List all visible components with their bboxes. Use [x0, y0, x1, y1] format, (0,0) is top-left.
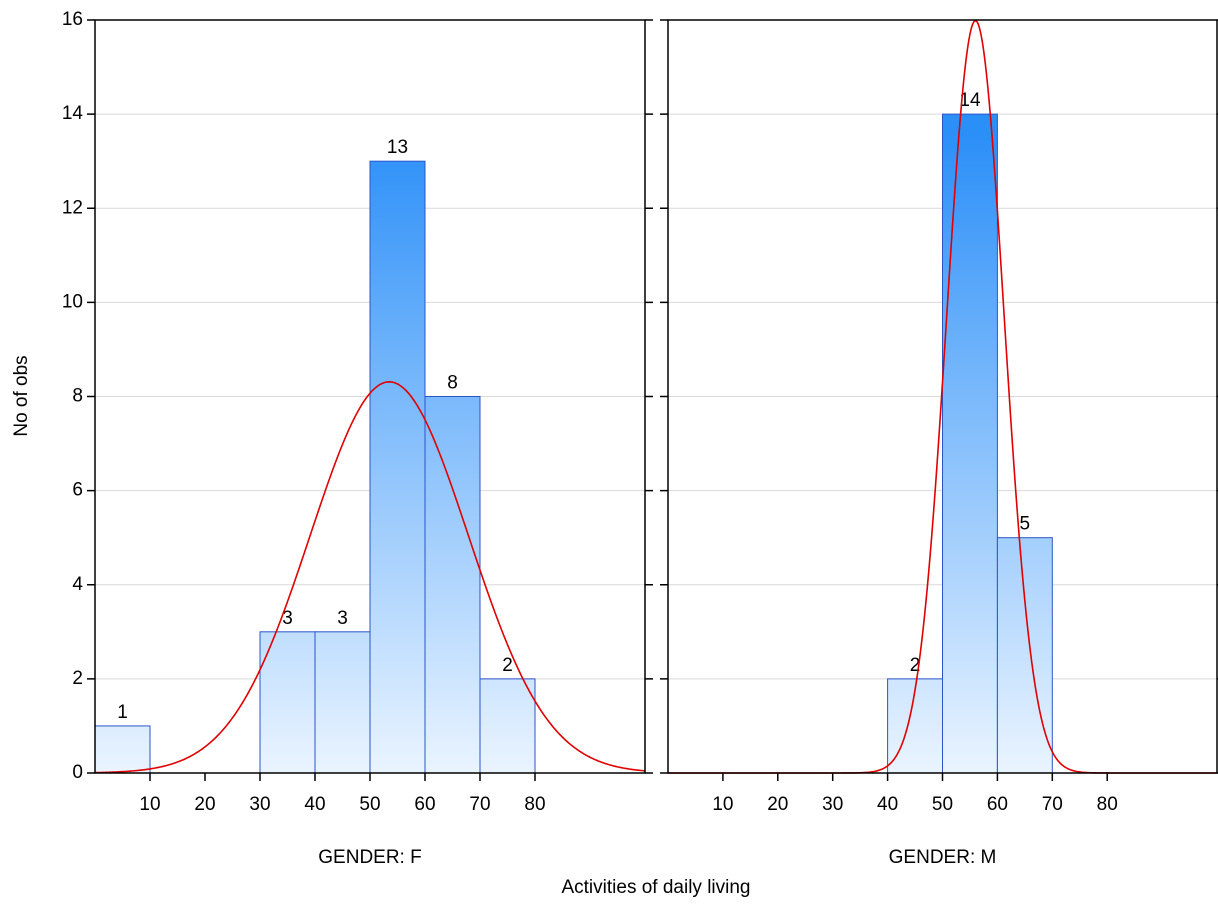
data-label: 2	[910, 655, 921, 676]
data-label: 3	[337, 608, 348, 629]
y-tick-label: 0	[72, 762, 83, 783]
bar	[479, 678, 536, 774]
x-tick-label: 10	[712, 794, 733, 815]
bar	[94, 725, 151, 774]
x-tick-label: 60	[414, 794, 435, 815]
bar	[424, 396, 481, 774]
x-tick-label: 20	[767, 794, 788, 815]
x-tick-label: 30	[249, 794, 270, 815]
panel-title: GENDER: M	[889, 847, 997, 868]
x-tick-label: 20	[194, 794, 215, 815]
x-tick-label: 40	[877, 794, 898, 815]
x-tick-label: 70	[1042, 794, 1063, 815]
x-tick-label: 60	[987, 794, 1008, 815]
panel-title: GENDER: F	[318, 847, 421, 868]
x-tick-label: 30	[822, 794, 843, 815]
y-tick-label: 4	[72, 574, 83, 595]
data-label: 14	[959, 90, 981, 111]
y-axis-label: No of obs	[11, 355, 32, 436]
data-label: 8	[447, 373, 458, 394]
y-tick-label: 16	[62, 9, 83, 30]
data-label: 13	[387, 137, 408, 158]
bar	[942, 113, 998, 774]
data-label: 3	[282, 608, 293, 629]
normal-curve	[94, 381, 646, 774]
y-tick-label: 12	[62, 197, 83, 218]
x-tick-label: 80	[524, 794, 545, 815]
y-tick-label: 2	[72, 668, 83, 689]
y-tick-label: 6	[72, 480, 83, 501]
y-tick-label: 8	[72, 386, 83, 407]
x-tick-label: 50	[932, 794, 953, 815]
bar	[369, 160, 426, 774]
bar	[314, 631, 371, 774]
y-tick-label: 10	[62, 291, 83, 312]
bar	[259, 631, 316, 774]
data-label: 1	[117, 702, 128, 723]
x-tick-label: 80	[1097, 794, 1118, 815]
x-tick-label: 40	[304, 794, 325, 815]
bar	[996, 537, 1053, 774]
plot-frame	[94, 19, 646, 774]
x-tick-label: 50	[359, 794, 380, 815]
data-label: 5	[1020, 514, 1031, 535]
plot-frame	[667, 19, 1218, 774]
x-axis-label: Activities of daily living	[561, 877, 750, 898]
x-tick-label: 10	[139, 794, 160, 815]
data-label: 2	[502, 655, 513, 676]
x-tick-label: 70	[469, 794, 490, 815]
y-tick-label: 14	[62, 103, 84, 124]
